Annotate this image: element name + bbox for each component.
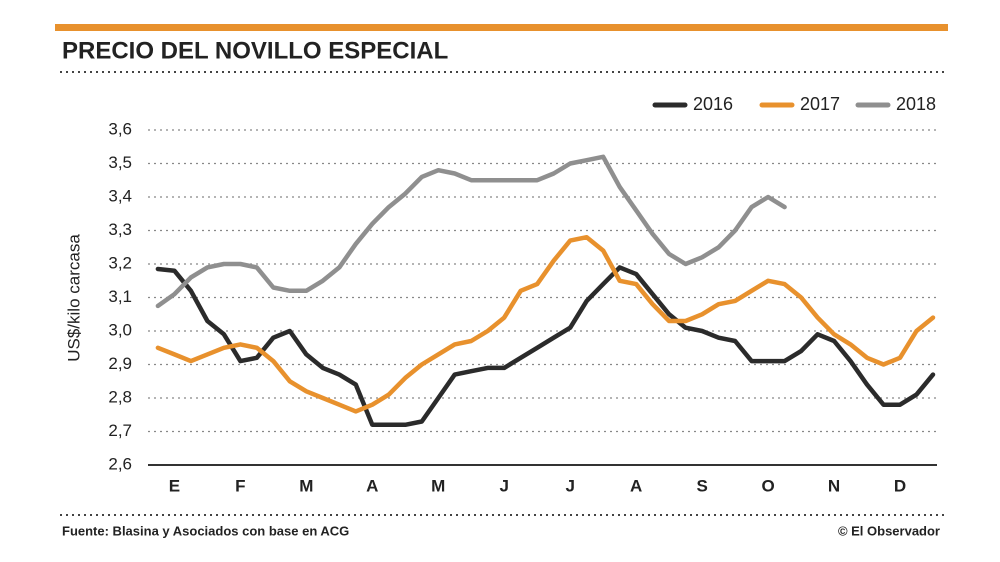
legend-label: 2017 xyxy=(800,94,840,114)
y-axis-label: US$/kilo carcasa xyxy=(64,234,83,362)
y-tick-label: 3,4 xyxy=(108,186,132,205)
y-tick-label: 3,6 xyxy=(108,119,132,138)
x-tick-label: D xyxy=(894,476,906,495)
legend-label: 2016 xyxy=(693,94,733,114)
y-tick-label: 3,2 xyxy=(108,253,132,272)
x-tick-label: M xyxy=(299,476,313,495)
line-series xyxy=(155,154,787,309)
y-tick-label: 3,5 xyxy=(108,153,132,172)
y-tick-label: 2,6 xyxy=(108,454,132,473)
x-tick-label: M xyxy=(431,476,445,495)
x-tick-label: J xyxy=(565,476,574,495)
legend-label: 2018 xyxy=(896,94,936,114)
x-tick-label: S xyxy=(696,476,707,495)
y-tick-label: 2,9 xyxy=(108,354,132,373)
credit: © El Observador xyxy=(838,523,940,538)
top-bar xyxy=(55,24,948,31)
line-series xyxy=(155,234,936,414)
y-tick-label: 3,3 xyxy=(108,220,132,239)
source: Fuente: Blasina y Asociados con base en … xyxy=(62,523,349,538)
x-tick-label: N xyxy=(828,476,840,495)
x-tick-label: F xyxy=(235,476,245,495)
y-tick-label: 3,0 xyxy=(108,320,132,339)
x-tick-label: E xyxy=(169,476,180,495)
x-tick-label: A xyxy=(630,476,642,495)
y-tick-label: 3,1 xyxy=(108,287,132,306)
x-tick-label: O xyxy=(761,476,774,495)
y-tick-label: 2,8 xyxy=(108,387,132,406)
chart-title: PRECIO DEL NOVILLO ESPECIAL xyxy=(62,37,448,64)
line-series xyxy=(155,265,936,428)
x-tick-label: J xyxy=(499,476,508,495)
x-tick-label: A xyxy=(366,476,378,495)
y-tick-label: 2,7 xyxy=(108,421,132,440)
